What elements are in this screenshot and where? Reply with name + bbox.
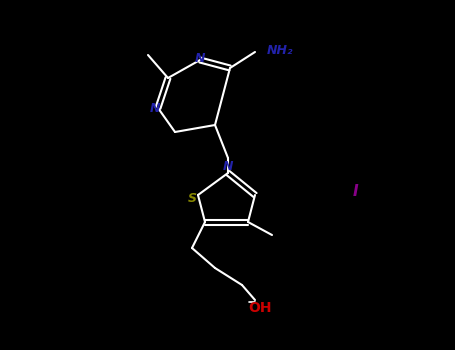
- Text: I: I: [352, 184, 358, 200]
- Text: NH₂: NH₂: [267, 43, 293, 56]
- Text: N: N: [150, 102, 160, 114]
- Text: N: N: [195, 52, 205, 65]
- Text: S: S: [187, 191, 197, 204]
- Text: OH: OH: [248, 301, 272, 315]
- Text: N: N: [223, 161, 233, 174]
